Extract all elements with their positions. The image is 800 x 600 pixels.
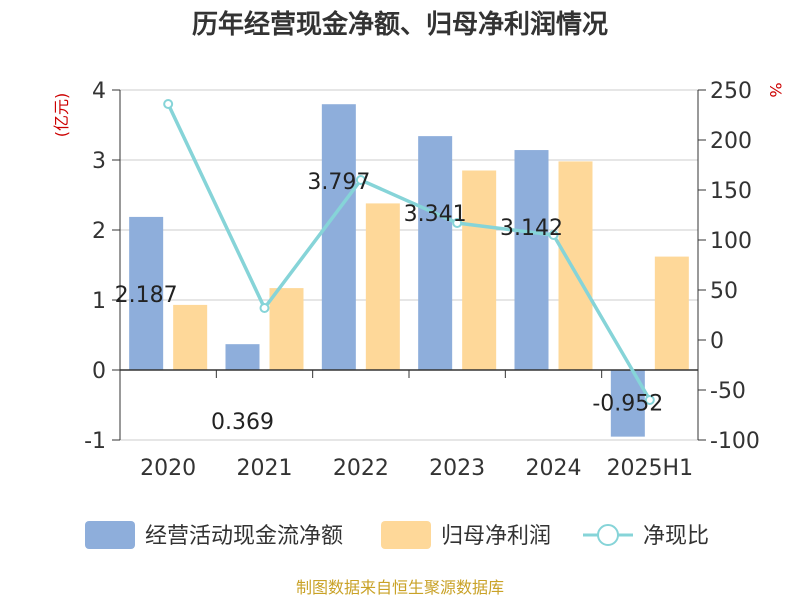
bar-net-profit — [365, 203, 400, 370]
ratio-point — [355, 175, 366, 185]
category-label: 2020 — [140, 456, 196, 481]
right-axis-ticks: -100 -50 0 50 100 150 200 250 — [698, 79, 760, 454]
bars — [129, 104, 689, 437]
ratio-line-path — [166, 103, 652, 401]
right-tick-label: -100 — [710, 429, 760, 454]
right-tick-label: 100 — [710, 229, 752, 254]
legend-swatch-net-profit — [381, 521, 431, 549]
data-label-operating-cash-flow: 2.187 — [115, 283, 178, 308]
bar-net-profit — [173, 304, 208, 370]
legend-label-operating-cash-flow: 经营活动现金流净额 — [145, 524, 343, 549]
ratio-point — [644, 395, 655, 405]
data-label-operating-cash-flow: 0.369 — [211, 410, 274, 435]
ratio-point — [452, 218, 463, 228]
data-label-operating-cash-flow: -0.952 — [592, 392, 663, 417]
legend-swatch-operating-cash-flow — [85, 521, 135, 549]
right-axis-unit: % — [766, 82, 785, 97]
data-labels: 2.187 0.369 3.797 3.341 3.142 -0.952 — [115, 170, 664, 435]
axes — [119, 90, 699, 440]
right-tick-label: 0 — [710, 329, 724, 354]
left-tick-label: 1 — [92, 289, 106, 314]
category-labels: 2020 2021 2022 2023 2024 2025H1 — [140, 456, 693, 481]
left-tick-label: -1 — [84, 429, 106, 454]
data-label-operating-cash-flow: 3.341 — [404, 202, 467, 227]
bar-net-profit — [462, 170, 497, 370]
ratio-point — [259, 303, 270, 313]
legend-label-ratio: 净现比 — [643, 524, 709, 549]
legend-marker-ratio — [597, 524, 619, 546]
chart-title: 历年经营现金净额、归母净利润情况 — [192, 9, 608, 40]
category-label: 2023 — [429, 456, 485, 481]
left-tick-label: 2 — [92, 219, 106, 244]
data-label-operating-cash-flow: 3.142 — [500, 216, 563, 241]
left-axis-ticks: -1 0 1 2 3 4 — [84, 79, 120, 454]
legend-label-net-profit: 归母净利润 — [441, 524, 551, 549]
ratio-point — [163, 99, 174, 109]
ratio-line — [163, 99, 655, 405]
bar-operating-cash-flow — [129, 216, 164, 370]
data-label-operating-cash-flow: 3.797 — [307, 170, 370, 195]
category-label: 2022 — [333, 456, 389, 481]
data-source: 制图数据来自恒生聚源数据库 — [296, 578, 504, 597]
category-label: 2025H1 — [607, 456, 694, 481]
bar-net-profit — [654, 256, 689, 370]
right-tick-label: 150 — [710, 179, 752, 204]
bar-operating-cash-flow — [514, 150, 549, 370]
category-label: 2024 — [526, 456, 582, 481]
bar-operating-cash-flow — [225, 344, 260, 370]
legend: 经营活动现金流净额 归母净利润 净现比 — [85, 521, 709, 549]
ratio-point — [548, 230, 559, 240]
left-tick-label: 3 — [92, 149, 106, 174]
bar-net-profit — [558, 161, 593, 370]
bar-net-profit — [269, 288, 304, 370]
left-tick-label: 4 — [92, 79, 106, 104]
right-tick-label: -50 — [710, 379, 746, 404]
bar-operating-cash-flow — [321, 104, 356, 371]
bar-operating-cash-flow — [418, 136, 453, 370]
right-tick-label: 200 — [710, 129, 752, 154]
right-tick-label: 50 — [710, 279, 738, 304]
right-tick-label: 250 — [710, 79, 752, 104]
category-label: 2021 — [237, 456, 293, 481]
left-tick-label: 0 — [92, 359, 106, 384]
left-axis-unit: (亿元) — [52, 93, 71, 138]
